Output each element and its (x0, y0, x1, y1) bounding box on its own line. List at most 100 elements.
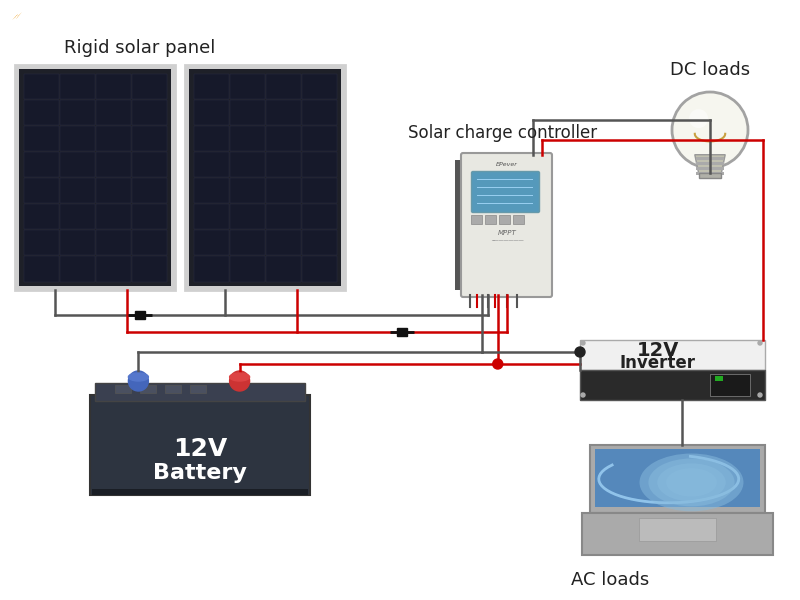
Text: Battery: Battery (153, 463, 247, 484)
Text: AC loads: AC loads (571, 571, 649, 589)
Bar (59, 178, 94, 203)
Bar (194, 152, 229, 177)
Bar (59, 204, 94, 229)
Bar (135, 311, 145, 319)
Bar (59, 256, 94, 281)
Bar (580, 340, 765, 370)
Bar (19, 69, 171, 286)
Bar (302, 230, 337, 256)
Circle shape (689, 109, 708, 128)
Circle shape (758, 393, 762, 397)
FancyBboxPatch shape (471, 172, 539, 212)
Bar (131, 256, 166, 281)
Bar (194, 73, 229, 98)
Bar (302, 178, 337, 203)
Ellipse shape (658, 463, 726, 502)
Bar (639, 518, 716, 541)
Bar (189, 69, 341, 286)
Bar (59, 152, 94, 177)
Bar (131, 178, 166, 203)
Bar (95, 204, 130, 229)
Bar (266, 152, 301, 177)
Bar (302, 126, 337, 151)
Bar (230, 126, 265, 151)
Bar (266, 230, 301, 256)
Bar (194, 204, 229, 229)
Bar (131, 100, 166, 125)
Bar (95, 126, 130, 151)
Bar (230, 178, 265, 203)
Text: Solar charge controller: Solar charge controller (408, 124, 597, 142)
Circle shape (672, 92, 748, 168)
Bar (302, 256, 337, 281)
Bar (185, 65, 345, 290)
Bar (59, 73, 94, 98)
Circle shape (230, 371, 250, 391)
Bar (266, 73, 301, 98)
Bar (230, 73, 265, 98)
Text: MPPT: MPPT (498, 230, 517, 236)
Bar (266, 178, 301, 203)
Bar (695, 167, 725, 170)
Text: ─────────────: ───────────── (491, 239, 523, 243)
Bar (266, 126, 301, 151)
Bar (471, 215, 482, 224)
Circle shape (128, 371, 149, 391)
Bar (131, 152, 166, 177)
Bar (302, 100, 337, 125)
Bar (715, 376, 723, 381)
Bar (302, 204, 337, 229)
Bar (230, 256, 265, 281)
Bar (131, 126, 166, 151)
Bar (230, 152, 265, 177)
Bar (165, 385, 181, 393)
Bar (115, 385, 131, 393)
Text: Rigid solar panel: Rigid solar panel (64, 39, 216, 57)
Bar (194, 178, 229, 203)
Bar (23, 178, 58, 203)
Bar (194, 100, 229, 125)
Circle shape (581, 341, 585, 345)
Bar (95, 178, 130, 203)
Bar (485, 215, 496, 224)
Bar (513, 215, 524, 224)
Bar (230, 230, 265, 256)
FancyBboxPatch shape (461, 153, 552, 297)
Bar (190, 385, 206, 393)
Bar (95, 100, 130, 125)
Text: DC loads: DC loads (670, 61, 750, 79)
Text: EPever: EPever (496, 163, 518, 167)
Bar (580, 370, 765, 400)
Bar (59, 126, 94, 151)
Bar (23, 126, 58, 151)
Bar (266, 204, 301, 229)
Text: Inverter: Inverter (620, 353, 696, 371)
Bar (194, 256, 229, 281)
Bar (95, 73, 130, 98)
Circle shape (581, 393, 585, 397)
Bar (95, 230, 130, 256)
Bar (266, 100, 301, 125)
Bar (230, 204, 265, 229)
Bar (23, 256, 58, 281)
Bar (397, 328, 407, 336)
Bar (92, 489, 308, 495)
Bar (23, 204, 58, 229)
Ellipse shape (649, 458, 734, 506)
Bar (23, 152, 58, 177)
Bar (710, 374, 750, 396)
Ellipse shape (666, 469, 717, 496)
Bar (90, 395, 310, 495)
Bar (698, 173, 722, 178)
Polygon shape (694, 155, 726, 173)
Bar (194, 230, 229, 256)
Ellipse shape (639, 454, 743, 511)
Bar (95, 383, 305, 401)
Bar (59, 230, 94, 256)
Bar (695, 161, 725, 164)
Circle shape (493, 359, 502, 369)
Polygon shape (12, 12, 22, 20)
Bar (230, 100, 265, 125)
Bar (194, 126, 229, 151)
Bar (302, 73, 337, 98)
